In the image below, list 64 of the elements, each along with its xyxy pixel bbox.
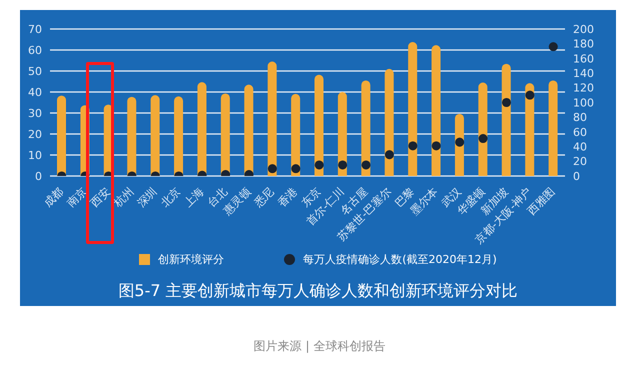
y2-tick-label: 140 <box>573 67 594 80</box>
bar <box>361 80 370 176</box>
point <box>291 164 300 174</box>
y2-tick-label: 100 <box>573 96 594 110</box>
bar <box>384 68 394 176</box>
bar <box>548 80 558 176</box>
x-tick-label: 悉尼 <box>251 185 277 211</box>
legend-label: 每万人疫情确诊人数(截至2020年12月) <box>303 252 497 267</box>
y-tick-label: 60 <box>28 44 42 57</box>
y2-tick-label: 120 <box>573 82 594 95</box>
y2-tick-label: 180 <box>573 38 594 51</box>
y2-tick-label: 200 <box>573 22 594 36</box>
bar <box>268 62 277 176</box>
y2-tick-label: 60 <box>573 126 587 139</box>
y-tick-label: 40 <box>28 86 42 99</box>
point <box>314 160 324 170</box>
point <box>408 141 418 150</box>
bar <box>244 84 254 176</box>
bar <box>525 83 534 176</box>
point <box>362 160 371 170</box>
x-tick-label: 香港 <box>275 185 300 210</box>
bar <box>150 95 160 176</box>
bar <box>174 96 184 176</box>
bar <box>338 92 347 176</box>
point <box>525 90 534 100</box>
point <box>548 42 558 52</box>
bar <box>408 42 418 176</box>
x-tick-label: 西安 <box>88 185 113 210</box>
x-tick-label: 南京 <box>64 185 90 210</box>
y-tick-label: 70 <box>28 22 42 36</box>
point <box>432 141 441 150</box>
y2-tick-label: 0 <box>573 170 580 183</box>
point <box>338 160 348 170</box>
x-tick-label: 上海 <box>182 185 206 210</box>
y2-tick-label: 20 <box>573 155 587 168</box>
text: 图5-7 主要创新城市每万人确诊人数和创新环境评分对比 <box>117 281 519 302</box>
x-tick-label: 杭州 <box>110 185 136 211</box>
bar <box>220 93 230 176</box>
point <box>502 98 511 108</box>
y-tick-label: 20 <box>28 128 42 141</box>
bar <box>478 82 488 176</box>
x-tick-label: 深圳 <box>134 185 160 210</box>
y2-tick-label: 160 <box>573 52 594 66</box>
bar <box>502 64 511 176</box>
point <box>384 150 394 160</box>
point <box>478 134 488 144</box>
y-tick-label: 0 <box>35 170 42 183</box>
legend-label: 创新环境评分 <box>158 252 224 267</box>
x-tick-label: 北京 <box>158 185 184 210</box>
x-tick-label: 成都 <box>41 185 66 210</box>
y-tick-label: 50 <box>28 64 42 78</box>
point <box>268 164 277 174</box>
bar <box>127 96 136 176</box>
bar <box>314 74 324 176</box>
bar <box>291 94 300 176</box>
bar <box>432 45 441 176</box>
bar <box>197 82 206 176</box>
point <box>455 138 464 147</box>
bar <box>57 96 66 176</box>
y2-tick-label: 80 <box>573 111 587 124</box>
text: 图片来源 | 全球科创报告 <box>252 338 386 355</box>
y-tick-label: 10 <box>28 148 42 162</box>
y-tick-label: 30 <box>28 106 42 120</box>
y2-tick-label: 40 <box>573 140 587 154</box>
